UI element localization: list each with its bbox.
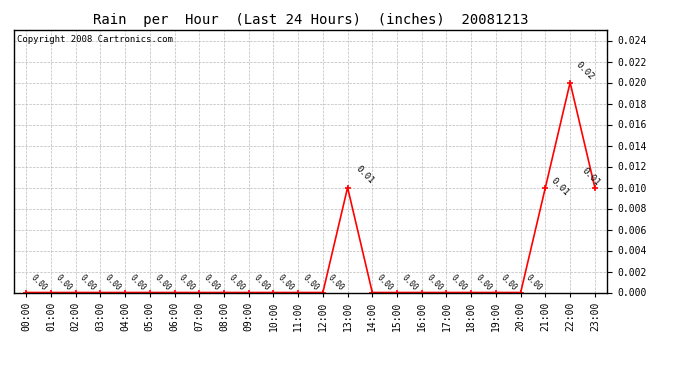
Text: 0.01: 0.01 bbox=[580, 166, 602, 188]
Text: 0.00: 0.00 bbox=[449, 273, 469, 292]
Text: 0.00: 0.00 bbox=[425, 273, 444, 292]
Text: Copyright 2008 Cartronics.com: Copyright 2008 Cartronics.com bbox=[17, 35, 172, 44]
Text: 0.00: 0.00 bbox=[79, 273, 98, 292]
Text: 0.00: 0.00 bbox=[202, 273, 221, 292]
Text: 0.00: 0.00 bbox=[152, 273, 172, 292]
Text: 0.00: 0.00 bbox=[227, 273, 246, 292]
Text: 0.00: 0.00 bbox=[128, 273, 148, 292]
Text: 0.00: 0.00 bbox=[499, 273, 518, 292]
Text: 0.00: 0.00 bbox=[301, 273, 321, 292]
Text: 0.00: 0.00 bbox=[104, 273, 123, 292]
Text: 0.00: 0.00 bbox=[524, 273, 543, 292]
Text: 0.01: 0.01 bbox=[549, 176, 571, 198]
Text: 0.00: 0.00 bbox=[277, 273, 296, 292]
Text: 0.00: 0.00 bbox=[326, 273, 345, 292]
Text: 0.00: 0.00 bbox=[400, 273, 420, 292]
Text: 0.00: 0.00 bbox=[474, 273, 493, 292]
Text: 0.00: 0.00 bbox=[375, 273, 395, 292]
Text: 0.00: 0.00 bbox=[29, 273, 48, 292]
Text: 0.02: 0.02 bbox=[574, 60, 595, 81]
Text: 0.01: 0.01 bbox=[354, 164, 375, 185]
Text: 0.00: 0.00 bbox=[177, 273, 197, 292]
Text: 0.00: 0.00 bbox=[54, 273, 73, 292]
Title: Rain  per  Hour  (Last 24 Hours)  (inches)  20081213: Rain per Hour (Last 24 Hours) (inches) 2… bbox=[92, 13, 529, 27]
Text: 0.00: 0.00 bbox=[252, 273, 271, 292]
